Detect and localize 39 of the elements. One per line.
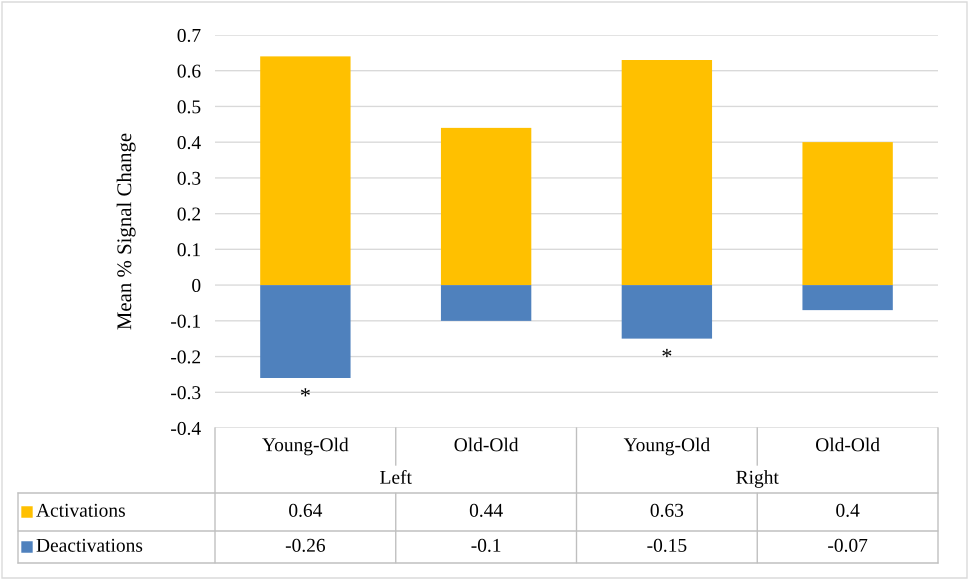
x-tick-label: Old-Old <box>454 438 518 452</box>
legend-label: Activations <box>36 504 125 517</box>
y-tick-label: 0.2 <box>178 207 200 221</box>
bar <box>260 285 351 378</box>
data-label: -0.07 <box>828 538 868 552</box>
y-tick-label: -0.1 <box>171 314 200 328</box>
text: Left <box>380 470 412 484</box>
y-tick-label: 0 <box>192 278 200 292</box>
text: Right <box>736 470 779 488</box>
annotation: * <box>300 388 310 396</box>
y-tick-label: 0.5 <box>178 100 200 114</box>
bar <box>802 142 893 286</box>
y-axis-title: Mean % Signal Change <box>116 134 136 330</box>
bar <box>440 285 532 321</box>
y-tick-label: -0.4 <box>171 422 201 436</box>
y-tick-label: 0.1 <box>178 243 200 256</box>
x-tick-label: Young-Old <box>624 438 710 456</box>
bar <box>622 285 712 339</box>
annotation: * <box>662 348 672 358</box>
y-tick-label: -0.3 <box>171 386 200 400</box>
data-label: -0.15 <box>647 538 686 552</box>
y-tick-label: 0.7 <box>178 28 201 42</box>
x-tick-label: Young-Old <box>262 438 348 456</box>
y-tick-label: 0.6 <box>178 64 201 78</box>
data-label: 0.44 <box>470 504 503 517</box>
bar <box>622 60 712 286</box>
bar <box>802 285 893 310</box>
data-label: 0.63 <box>650 504 684 517</box>
data-label: 0.64 <box>289 504 322 517</box>
data-label: -0.26 <box>286 538 326 552</box>
data-label: 0.4 <box>836 504 860 517</box>
x-tick-label: Old-Old <box>816 438 880 452</box>
y-tick-label: 0.3 <box>178 172 200 185</box>
y-tick-label: 0.4 <box>178 136 201 150</box>
legend-label: Deactivations <box>36 538 142 552</box>
bar <box>440 128 532 286</box>
bar <box>260 56 351 286</box>
y-tick-label: -0.2 <box>171 350 200 364</box>
data-label: -0.1 <box>471 538 500 552</box>
